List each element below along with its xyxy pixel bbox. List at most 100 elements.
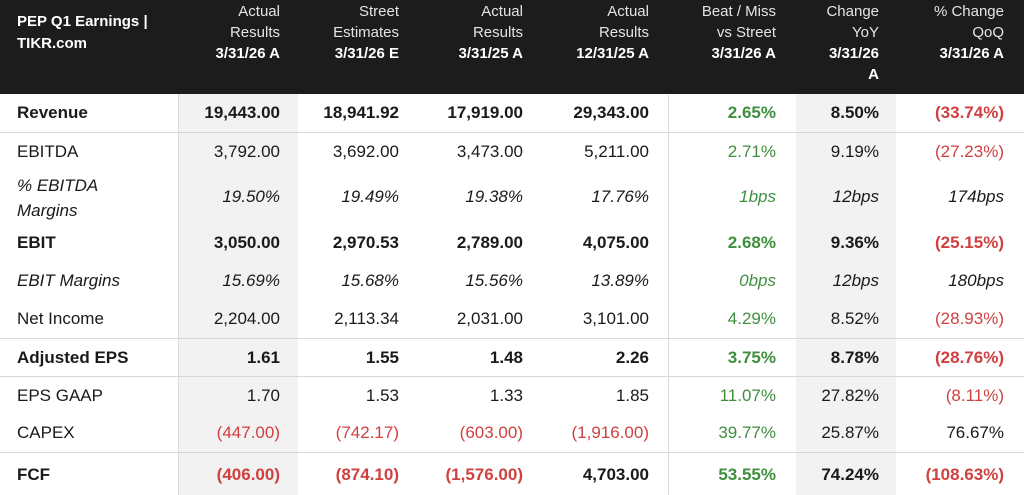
row-label: Revenue — [17, 103, 88, 122]
table-cell: 180bps — [948, 271, 1004, 290]
table-cell: 11.07% — [719, 386, 776, 405]
table-cell: 1bps — [739, 187, 776, 206]
column-header-line: 3/31/26 A — [711, 45, 777, 62]
column-header-line: QoQ — [972, 24, 1004, 41]
table-cell: 1.85 — [615, 386, 649, 405]
table-cell: (28.93%) — [935, 309, 1004, 328]
table-cell: 74.24% — [821, 465, 879, 484]
table-cell: (1,576.00) — [445, 465, 524, 484]
column-header-line: Results — [472, 24, 523, 41]
column-header-line: 3/31/26 A — [215, 45, 281, 62]
table-cell: (603.00) — [459, 423, 523, 442]
table-row: Net Income 2,204.00 2,113.34 2,031.00 3,101.… — [0, 300, 1024, 338]
table-cell: 76.67% — [946, 423, 1004, 442]
column-header: Change YoY 3/31/26 A — [826, 1, 879, 85]
row-label: Net Income — [17, 309, 104, 328]
table-cell: 3,050.00 — [213, 233, 280, 252]
table-row: EPS GAAP 1.70 1.53 1.33 1.85 11.07% 27.82% (8.1… — [0, 376, 1024, 415]
column-header-line: 12/31/25 A — [576, 45, 649, 62]
table-row: FCF (406.00) (874.10) (1,576.00) 4,703.00 53.… — [0, 452, 1024, 495]
column-header-line: Change — [826, 3, 879, 20]
column-header: Actual Results 3/31/26 A — [216, 1, 281, 64]
table-cell: 9.19% — [830, 142, 879, 161]
shaded-column-yoy — [796, 94, 896, 495]
table-cell: 1.70 — [246, 386, 280, 405]
column-header-line: Street — [358, 3, 399, 20]
table-cell: 8.78% — [830, 348, 879, 367]
table-cell: 3,473.00 — [456, 142, 523, 161]
table-cell: 2.68% — [727, 233, 776, 252]
table-row: CAPEX (447.00) (742.17) (603.00) (1,916.00) 3… — [0, 414, 1024, 452]
table-cell: (742.17) — [335, 423, 399, 442]
column-header-line: Results — [229, 24, 280, 41]
table-cell: 4,703.00 — [582, 465, 649, 484]
table-cell: 5,211.00 — [584, 142, 649, 161]
row-label-line: % EBITDA — [17, 176, 99, 195]
table-cell: 2,970.53 — [332, 233, 399, 252]
table-cell: 12bps — [832, 271, 879, 290]
row-label: % EBITDA Margins — [17, 173, 98, 223]
table-cell: 3,101.00 — [582, 309, 649, 328]
table-cell: (27.23%) — [935, 142, 1004, 161]
table-cell: (28.76%) — [935, 348, 1004, 367]
table-cell: 2.71% — [727, 142, 776, 161]
column-header: Actual Results 12/31/25 A — [576, 1, 649, 64]
table-cell: (25.15%) — [935, 233, 1004, 252]
table-cell: 29,343.00 — [573, 103, 649, 122]
table-cell: 1.53 — [365, 386, 399, 405]
table-cell: 0bps — [739, 271, 776, 290]
table-cell: 13.89% — [591, 271, 649, 290]
table-cell: 19,443.00 — [204, 103, 280, 122]
column-header-line: Actual — [481, 3, 523, 20]
table-cell: 2,031.00 — [456, 309, 523, 328]
row-label: EPS GAAP — [17, 386, 103, 405]
table-cell: 8.50% — [830, 103, 879, 122]
table-cell: 15.69% — [222, 271, 280, 290]
table-cell: 1.33 — [489, 386, 523, 405]
column-header-line: % Change — [933, 3, 1004, 20]
table-cell: 3,692.00 — [332, 142, 399, 161]
table-cell: 2,789.00 — [456, 233, 523, 252]
table-row: EBIT Margins 15.69% 15.68% 15.56% 13.89% 0bps… — [0, 262, 1024, 300]
row-label: EBIT — [17, 233, 56, 252]
row-label: FCF — [17, 465, 51, 484]
table-cell: 174bps — [948, 187, 1004, 206]
table-cell: 15.56% — [465, 271, 523, 290]
column-header: % Change QoQ 3/31/26 A — [934, 1, 1004, 64]
table-cell: 15.68% — [341, 271, 399, 290]
table-cell: (447.00) — [216, 423, 280, 442]
table-cell: 25.87% — [821, 423, 879, 442]
table-cell: 2.65% — [727, 103, 776, 122]
column-header-line: 3/31/25 A — [458, 45, 524, 62]
table-cell: 3.75% — [727, 348, 776, 367]
table-cell: 2,204.00 — [213, 309, 280, 328]
table-cell: 1.55 — [365, 348, 399, 367]
table-cell: (108.63%) — [925, 465, 1004, 484]
title-line-2: TIKR.com — [17, 35, 88, 52]
table-cell: (8.11%) — [945, 386, 1004, 405]
column-header-line: Results — [598, 24, 649, 41]
row-label: CAPEX — [17, 423, 75, 442]
row-label: Adjusted EPS — [17, 348, 129, 367]
column-header-line: 3/31/26 — [828, 45, 879, 62]
column-header-line: Beat / Miss — [701, 3, 776, 20]
title-line-1: PEP Q1 Earnings | — [17, 13, 148, 30]
table-cell: 12bps — [832, 187, 879, 206]
table-row: % EBITDA Margins 19.50% 19.49% 19.38% 17.76% 1… — [0, 170, 1024, 224]
table-cell: 3,792.00 — [213, 142, 280, 161]
table-cell: 39.77% — [718, 423, 776, 442]
table-cell: 27.82% — [821, 386, 879, 405]
column-header-line: YoY — [852, 24, 879, 41]
table-cell: 17.76% — [591, 187, 649, 206]
column-header: Beat / Miss vs Street 3/31/26 A — [702, 1, 776, 64]
table-row: Adjusted EPS 1.61 1.55 1.48 2.26 3.75% 8.78% (2… — [0, 338, 1024, 377]
table-cell: 1.61 — [246, 348, 280, 367]
shaded-column-actual — [178, 94, 298, 495]
table-cell: 19.50% — [222, 187, 280, 206]
row-label-line: Margins — [17, 201, 78, 220]
column-header-line: vs Street — [716, 24, 776, 41]
table-cell: (874.10) — [335, 465, 399, 484]
column-header-line: Actual — [238, 3, 280, 20]
table-row: EBITDA 3,792.00 3,692.00 3,473.00 5,211.00 2.… — [0, 132, 1024, 171]
